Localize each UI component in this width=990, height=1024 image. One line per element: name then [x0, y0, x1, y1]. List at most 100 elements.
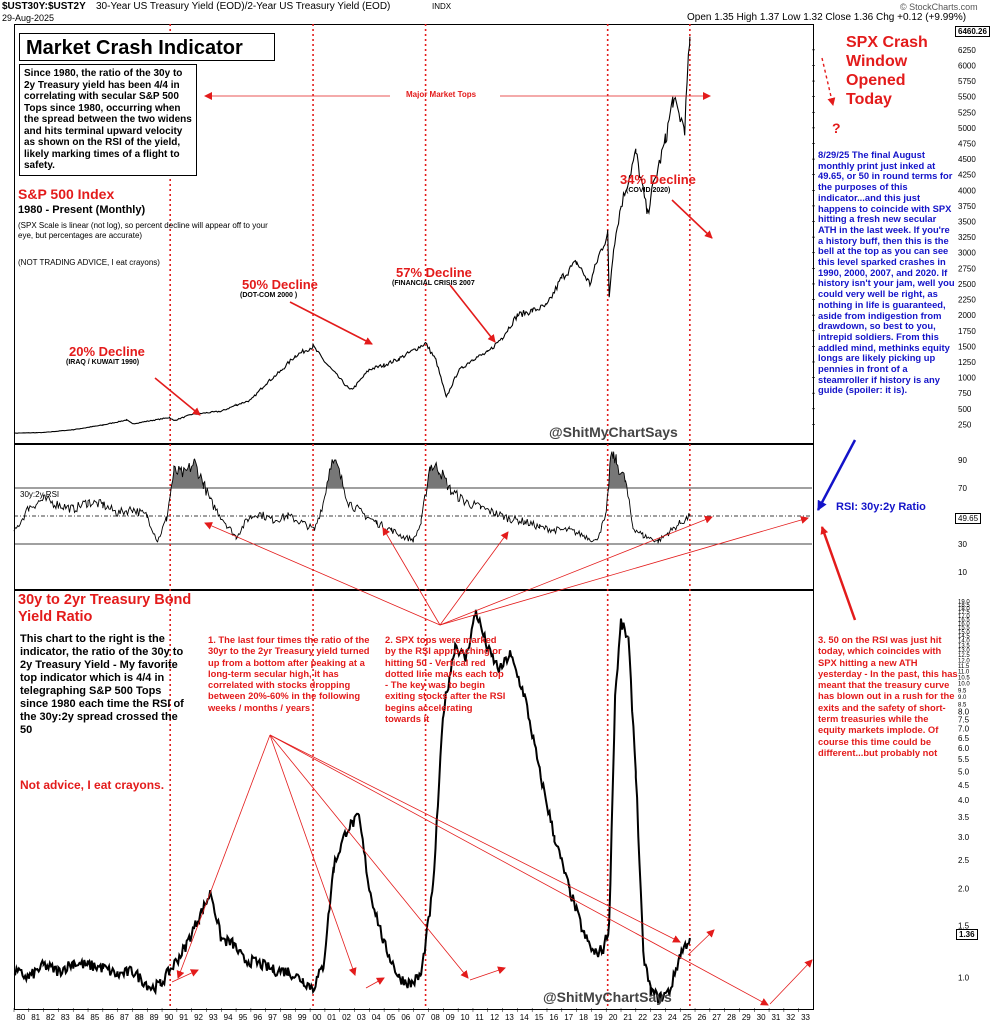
ratio-tick-label: 4.5 [958, 781, 970, 790]
spx-tick-label: 3750 [958, 202, 976, 211]
watermark-top: @ShitMyChartSays [549, 424, 678, 440]
rsi-overbought-fill [608, 451, 627, 488]
ratio-tick-label: 9.0 [958, 695, 967, 701]
ratio-tick-label: 5.0 [958, 767, 970, 776]
spx-line [13, 36, 691, 434]
rsi-blue-arrow [816, 439, 857, 511]
x-tick-label: 94 [224, 1013, 233, 1022]
spx-tick-label: 1500 [958, 342, 976, 351]
note-1: 1. The last four times the ratio of the … [208, 634, 370, 713]
spx-tick-label: 3000 [958, 249, 976, 258]
rsi-arrow-2020 [439, 515, 713, 626]
note3-arrow [820, 526, 857, 621]
spx-tick-label: 6250 [958, 46, 976, 55]
ratio-tick-label: 10.5 [958, 675, 970, 681]
ratio-tick-label: 13.0 [958, 648, 970, 654]
x-tick-label: 92 [194, 1013, 203, 1022]
spx-tick-label: 1000 [958, 374, 976, 383]
x-tick-label: 18 [579, 1013, 588, 1022]
ratio-tick-label: 14.5 [958, 634, 970, 640]
rsi-arrow-2000 [382, 527, 441, 626]
bottom-arrow-2019 [269, 734, 681, 943]
ratio-series [13, 609, 691, 1004]
ratio-tick-label: 12.0 [958, 658, 970, 664]
x-tick-label: 80 [16, 1013, 25, 1022]
ratio-tick-label: 8.5 [958, 703, 967, 709]
ratio-tick-label: 2.5 [958, 856, 970, 865]
ratio-tick-label: 3.0 [958, 833, 970, 842]
x-tick-label: 83 [61, 1013, 70, 1022]
ratio-tick-label: 16.0 [958, 622, 970, 628]
rsi-last-value: 49.65 [955, 513, 982, 524]
gridlines [14, 487, 812, 545]
ratio-tick-label: 19.0 [958, 600, 970, 606]
crash-window-label: SPX Crash Window Opened Today [846, 34, 928, 108]
spx-tick-label: 2250 [958, 296, 976, 305]
spx-last-value: 6460.26 [955, 26, 990, 37]
symbol: $UST30Y:$UST2Y [2, 1, 86, 12]
decline-2007-arrow [449, 284, 496, 343]
rsi-panel-label: 30y:2y RSI [20, 490, 60, 499]
rsi-series [13, 451, 691, 544]
spx-tick-label: 4250 [958, 171, 976, 180]
x-tick-label: 25 [683, 1013, 692, 1022]
spx-tick-label: 2000 [958, 311, 976, 320]
bottom-arrow-2000 [269, 734, 357, 976]
ratio-tick-label: 5.5 [958, 755, 970, 764]
x-tick-label: 85 [90, 1013, 99, 1022]
bottom-arrow-2006 [269, 734, 469, 979]
ratio-tick-label: 12.5 [958, 653, 970, 659]
chart-date: 29-Aug-2025 [2, 13, 55, 23]
x-tick-label: 33 [801, 1013, 810, 1022]
spx-tick-label: 3250 [958, 233, 976, 242]
ratio-tick-label: 3.5 [958, 813, 970, 822]
spx-tick-label: 1250 [958, 358, 976, 367]
decline-1990-arrow [154, 377, 201, 416]
ratio-tick-label: 18.5 [958, 603, 970, 609]
x-tick-label: 30 [757, 1013, 766, 1022]
x-tick-label: 81 [31, 1013, 40, 1022]
x-tick-label: 04 [372, 1013, 381, 1022]
x-tick-label: 15 [535, 1013, 544, 1022]
decline-1990-event: (IRAQ / KUWAIT 1990) [66, 359, 140, 366]
x-tick-label: 96 [253, 1013, 262, 1022]
x-tick-label: 23 [653, 1013, 662, 1022]
rsi-overbought-fill [327, 459, 343, 488]
x-tick-label: 02 [342, 1013, 351, 1022]
spx-tick-label: 3500 [958, 218, 976, 227]
spx-tick-label: 250 [958, 420, 972, 429]
spx-series [13, 36, 691, 434]
bottom-arrow-2023 [269, 734, 769, 1006]
rsi-tick-label: 10 [958, 568, 967, 577]
ratio-tick-label: 11.0 [958, 670, 970, 676]
uptick-2007 [469, 966, 506, 981]
x-tick-label: 82 [46, 1013, 55, 1022]
ratio-tick-label: 18.0 [958, 606, 970, 612]
spx-tick-label: 6000 [958, 61, 976, 70]
decline-2000-arrow [289, 301, 373, 345]
ratio-tick-label: 17.0 [958, 614, 970, 620]
rsi-line [13, 451, 691, 544]
note-2: 2. SPX tops were marked by the RSI appro… [385, 634, 506, 725]
x-tick-label: 08 [431, 1013, 440, 1022]
spx-disclaimer: (NOT TRADING ADVICE, I eat crayons) [18, 258, 160, 267]
ratio-tick-label: 9.5 [958, 688, 967, 694]
spx-tick-label: 4750 [958, 139, 976, 148]
rsi-overbought-fill [171, 459, 202, 488]
x-tick-label: 95 [238, 1013, 247, 1022]
x-tick-label: 98 [283, 1013, 292, 1022]
watermark-bottom: @ShitMyChartSays [543, 989, 672, 1005]
crash-window-arrow [821, 57, 836, 106]
x-tick-label: 90 [164, 1013, 173, 1022]
rsi-ratio-label: RSI: 30y:2y Ratio [836, 501, 926, 513]
x-tick-label: 93 [209, 1013, 218, 1022]
spx-tick-label: 5000 [958, 124, 976, 133]
spx-tick-label: 5250 [958, 108, 976, 117]
note-3: 3. 50 on the RSI was just hit today, whi… [818, 634, 958, 758]
ratio-tick-label: 1.0 [958, 973, 970, 982]
x-tick-label: 17 [564, 1013, 573, 1022]
decline-2020-pct: 34% Decline [620, 172, 696, 187]
rsi-arrow-2025 [439, 516, 809, 626]
spx-tick-label: 4500 [958, 155, 976, 164]
bottom-arrow-1989 [176, 734, 271, 979]
